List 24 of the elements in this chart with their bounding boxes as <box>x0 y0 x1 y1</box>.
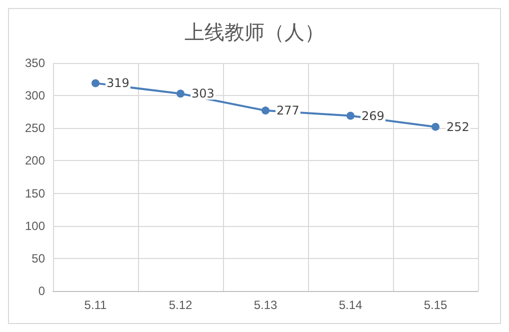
data-label: 303 <box>192 86 214 101</box>
data-label: 269 <box>362 108 384 123</box>
point <box>262 106 270 115</box>
point <box>432 122 440 131</box>
point <box>176 90 184 98</box>
y-tick-label: 50 <box>32 251 46 266</box>
x-tick-label: 5.13 <box>254 298 278 312</box>
y-tick-label: 250 <box>24 121 46 136</box>
x-tick-label: 5.11 <box>84 298 108 312</box>
y-tick-label: 200 <box>24 154 46 168</box>
chart-title: 上线教师（人） <box>184 20 324 44</box>
y-tick-label: 150 <box>24 186 46 200</box>
y-tick-label: 350 <box>24 56 46 70</box>
point <box>92 79 100 88</box>
x-tick-label: 5.12 <box>168 298 192 312</box>
x-tick-label: 5.14 <box>338 298 362 312</box>
y-tick-label: 100 <box>24 218 46 233</box>
data-label: 252 <box>446 120 470 134</box>
y-tick-label: 300 <box>24 88 46 103</box>
x-tick-label: 5.15 <box>424 298 448 312</box>
data-label: 277 <box>276 104 300 118</box>
point <box>346 112 354 120</box>
data-label: 319 <box>106 76 130 90</box>
y-tick-label: 0 <box>38 284 46 298</box>
